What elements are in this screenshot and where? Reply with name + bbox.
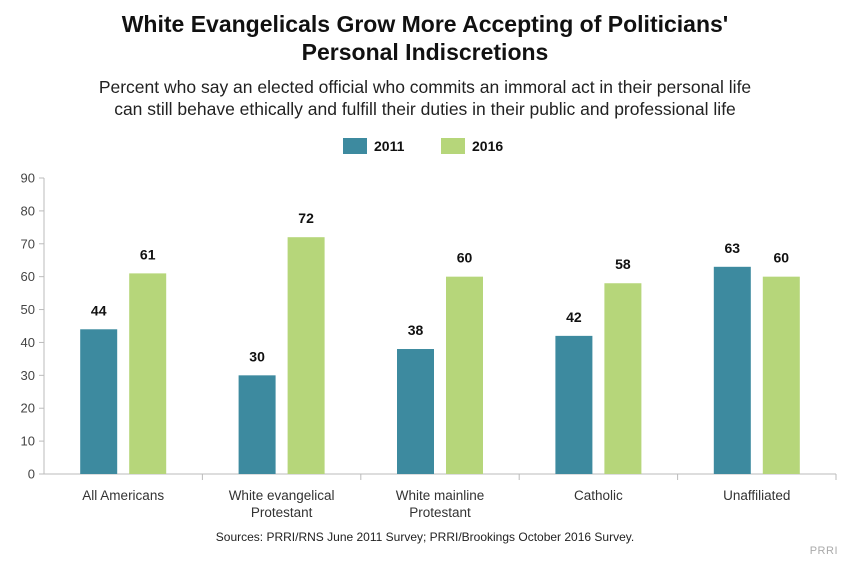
bar-2011	[713, 266, 751, 474]
y-tick-label: 0	[28, 467, 35, 482]
chart-subtitle-line-1: Percent who say an elected official who …	[98, 77, 752, 97]
y-tick-label: 90	[21, 171, 35, 186]
y-tick-label: 40	[21, 335, 35, 350]
chart-subtitle-line-2: can still behave ethically and fulfill t…	[114, 99, 736, 119]
brand-watermark: PRRI	[809, 545, 838, 557]
y-tick-label: 10	[21, 434, 35, 449]
data-label-2016: 61	[140, 246, 156, 262]
data-label-2016: 72	[298, 210, 314, 226]
x-category-label: All Americans	[82, 488, 164, 503]
y-tick-label: 80	[21, 203, 35, 218]
data-label-2016: 58	[615, 256, 631, 272]
y-tick-label: 50	[21, 302, 35, 317]
source-note: Sources: PRRI/RNS June 2011 Survey; PRRI…	[215, 530, 635, 544]
x-category-label: White evangelical	[229, 488, 335, 503]
chart-title: White Evangelicals Grow More Accepting o…	[0, 10, 850, 66]
bar-2016	[129, 273, 167, 474]
bar-2011	[397, 349, 434, 474]
chart-title-line-2: Personal Indiscretions	[301, 39, 549, 65]
data-label-2011: 63	[725, 240, 741, 256]
x-category-label: Catholic	[574, 488, 623, 503]
y-tick-label: 70	[21, 236, 35, 251]
chart-title-line-1: White Evangelicals Grow More Accepting o…	[121, 11, 729, 37]
y-tick-label: 20	[21, 401, 35, 416]
data-label-2016: 60	[774, 250, 790, 266]
bar-2016	[604, 283, 642, 474]
legend-swatch-2011	[343, 138, 367, 154]
chart-subtitle: Percent who say an elected official who …	[0, 76, 850, 120]
data-label-2011: 42	[566, 309, 582, 325]
legend-label-2016: 2016	[472, 138, 503, 154]
x-category-label: Protestant	[251, 505, 313, 520]
bar-2011	[555, 335, 593, 474]
y-tick-label: 60	[21, 269, 35, 284]
data-label-2011: 30	[249, 348, 265, 364]
x-category-label: White mainline	[396, 488, 485, 503]
legend-swatch-2016	[441, 138, 465, 154]
bar-2011	[80, 329, 118, 474]
data-label-2011: 44	[91, 302, 107, 318]
legend-label-2011: 2011	[374, 138, 405, 154]
bar-2011	[238, 375, 276, 474]
data-label-2016: 60	[457, 250, 473, 266]
data-label-2011: 38	[408, 322, 424, 338]
x-category-label: Unaffiliated	[723, 488, 790, 503]
bar-2016	[446, 276, 483, 474]
x-category-label: Protestant	[409, 505, 471, 520]
y-tick-label: 30	[21, 368, 35, 383]
bar-2016	[762, 276, 800, 474]
bar-2016	[287, 237, 325, 474]
